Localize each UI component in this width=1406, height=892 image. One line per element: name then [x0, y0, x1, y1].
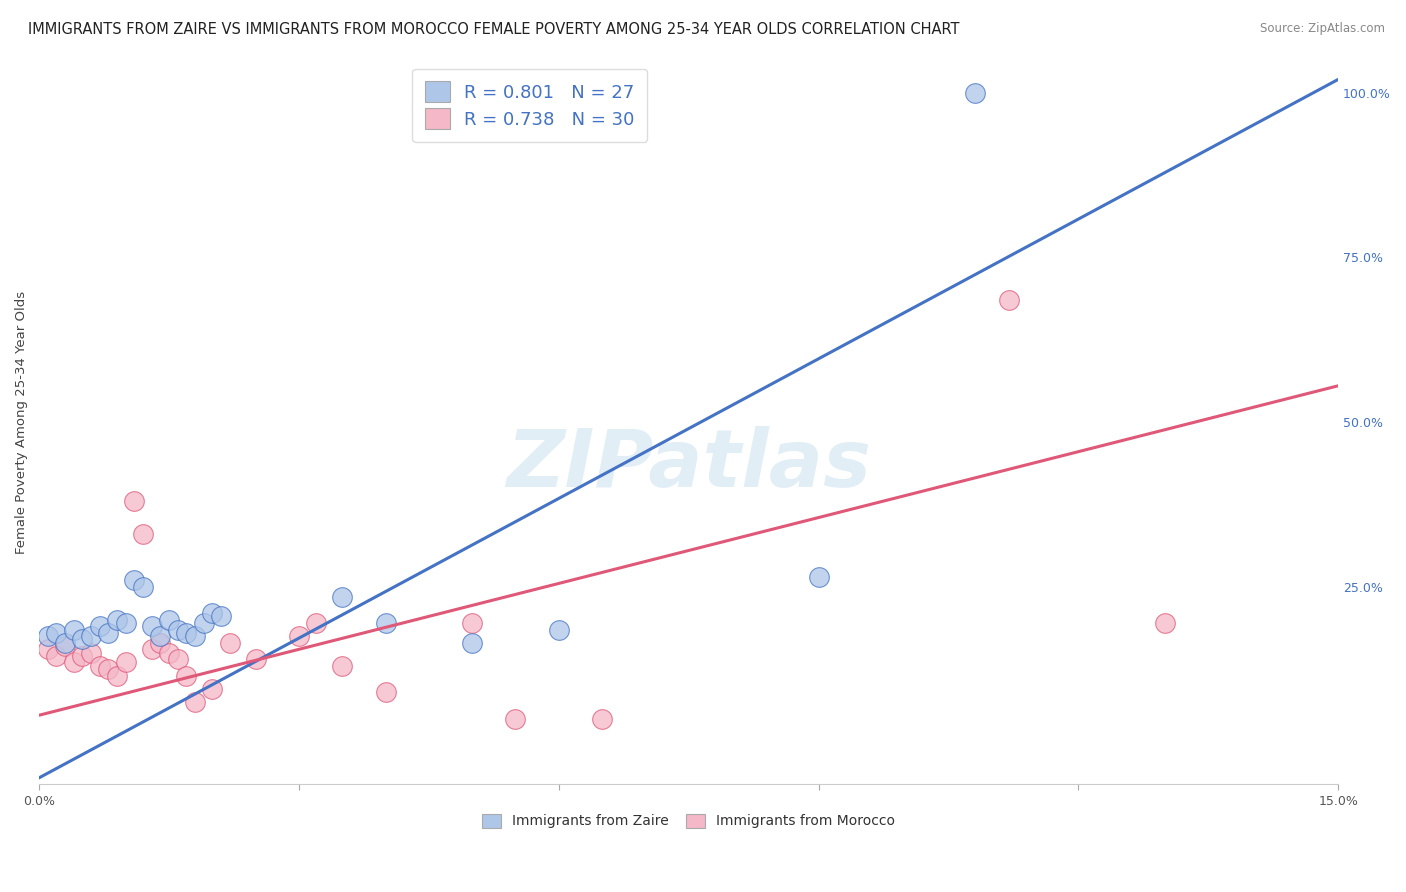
Point — [37, 642, 59, 657]
Legend: Immigrants from Zaire, Immigrants from Morocco: Immigrants from Zaire, Immigrants from M… — [475, 806, 903, 836]
Point — [80, 646, 103, 660]
Point — [305, 615, 328, 630]
Text: Source: ZipAtlas.com: Source: ZipAtlas.com — [1260, 22, 1385, 36]
Point — [330, 590, 353, 604]
Point — [97, 625, 120, 640]
Point — [184, 629, 207, 643]
Point — [149, 629, 172, 643]
Point — [72, 632, 94, 647]
Point — [184, 695, 207, 709]
Point — [591, 712, 613, 726]
Point — [45, 648, 67, 663]
Point — [547, 623, 569, 637]
Point — [166, 623, 188, 637]
Point — [218, 636, 240, 650]
Point — [53, 639, 76, 653]
Point — [201, 681, 224, 696]
Point — [114, 615, 136, 630]
Point — [166, 652, 188, 666]
Point — [157, 613, 180, 627]
Point — [37, 629, 59, 643]
Point — [89, 658, 111, 673]
Point — [374, 615, 396, 630]
Point — [53, 636, 76, 650]
Y-axis label: Female Poverty Among 25-34 Year Olds: Female Poverty Among 25-34 Year Olds — [15, 291, 28, 554]
Point — [105, 613, 128, 627]
Point — [62, 656, 84, 670]
Point — [141, 642, 163, 657]
Point — [461, 636, 484, 650]
Point — [193, 615, 215, 630]
Point — [89, 619, 111, 633]
Point — [505, 712, 527, 726]
Point — [141, 619, 163, 633]
Point — [330, 658, 353, 673]
Point — [124, 573, 146, 587]
Point — [45, 625, 67, 640]
Point — [62, 623, 84, 637]
Point — [132, 527, 155, 541]
Point — [461, 615, 484, 630]
Point — [132, 580, 155, 594]
Point — [157, 646, 180, 660]
Point — [176, 668, 198, 682]
Point — [963, 86, 986, 100]
Point — [105, 668, 128, 682]
Point — [149, 636, 172, 650]
Text: ZIPatlas: ZIPatlas — [506, 426, 872, 505]
Point — [374, 685, 396, 699]
Point — [998, 293, 1021, 307]
Point — [201, 606, 224, 620]
Point — [124, 494, 146, 508]
Point — [245, 652, 267, 666]
Point — [807, 570, 830, 584]
Point — [80, 629, 103, 643]
Point — [114, 656, 136, 670]
Text: IMMIGRANTS FROM ZAIRE VS IMMIGRANTS FROM MOROCCO FEMALE POVERTY AMONG 25-34 YEAR: IMMIGRANTS FROM ZAIRE VS IMMIGRANTS FROM… — [28, 22, 960, 37]
Point — [1154, 615, 1177, 630]
Point — [209, 609, 232, 624]
Point — [288, 629, 311, 643]
Point — [72, 648, 94, 663]
Point — [176, 625, 198, 640]
Point — [97, 662, 120, 676]
